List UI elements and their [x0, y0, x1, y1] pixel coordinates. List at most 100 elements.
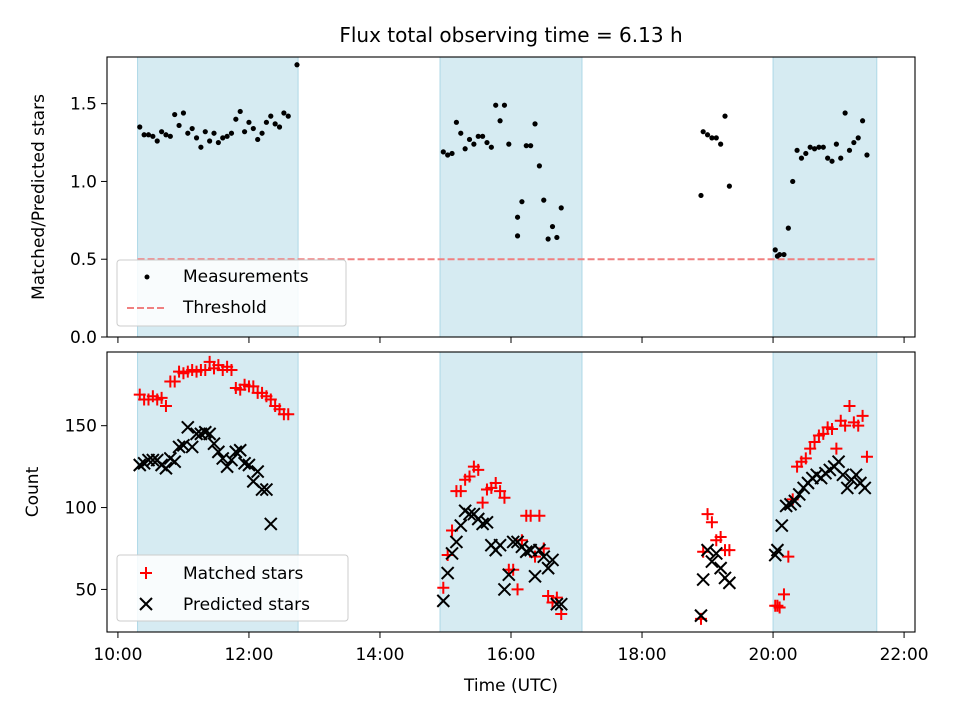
predicted-star-point: [519, 545, 533, 559]
predicted-star-point: [264, 517, 278, 531]
y-tick-label: 1.0: [70, 172, 97, 192]
measurement-point: [698, 192, 704, 199]
measurement-point: [501, 102, 508, 108]
predicted-star-point: [480, 515, 494, 529]
measurement-point: [458, 130, 464, 136]
measurement-point: [859, 118, 866, 124]
predicted-star-point: [541, 561, 555, 575]
x-tick-label: 20:00: [749, 645, 798, 665]
x-tick-label: 22:00: [880, 645, 929, 665]
predicted-star-point: [836, 468, 850, 482]
top-panel: 0.0 0.5 1.0 1.5 Matched/Predicted stars Mea…: [29, 56, 916, 348]
measurement-points: [137, 62, 870, 259]
predicted-star-point: [694, 608, 708, 623]
measurement-point: [506, 141, 512, 147]
predicted-star-point: [181, 420, 195, 435]
matched-star-point: [817, 427, 830, 440]
legend-threshold-label: Threshold: [182, 298, 267, 318]
top-legend: Measurements Threshold: [116, 259, 347, 327]
x-tick-label: 10:00: [93, 645, 142, 665]
measurement-point: [838, 155, 844, 161]
measurement-point: [453, 119, 460, 125]
legend-predicted-marker: [139, 597, 153, 611]
matched-star-point: [203, 355, 216, 368]
matched-star-point: [437, 581, 450, 594]
predicted-star-point: [545, 553, 560, 567]
predicted-star-point: [497, 582, 512, 597]
measurement-point: [816, 144, 822, 150]
bottom-y-axis-label: Count: [23, 466, 43, 517]
legend-predicted-label: Predicted stars: [183, 595, 310, 615]
measurement-point: [842, 110, 848, 116]
predicted-star-point: [462, 507, 477, 521]
measurement-point: [137, 124, 143, 130]
measurement-point: [803, 150, 809, 157]
measurement-point: [718, 141, 724, 147]
predicted-star-point: [440, 566, 455, 580]
measurement-point: [726, 183, 732, 189]
measurement-point: [536, 163, 542, 169]
predicted-star-point: [722, 576, 737, 590]
predicted-star-point: [709, 546, 723, 561]
measurement-point: [864, 152, 870, 158]
predicted-star-point: [713, 561, 728, 575]
matched-star-point: [489, 476, 502, 489]
predicted-star-point: [250, 464, 265, 479]
matched-star-point: [463, 470, 476, 483]
matched-star-point: [264, 393, 277, 406]
predicted-star-point: [185, 440, 199, 454]
matched-star-point: [282, 408, 295, 421]
top-x-ticks: [117, 337, 905, 343]
measurement-point: [528, 143, 534, 149]
measurement-point: [851, 139, 857, 146]
matched-star-point: [550, 591, 563, 604]
measurement-point: [722, 113, 728, 119]
top-y-axis: 0.0 0.5 1.0 1.5: [70, 95, 107, 348]
predicted-star-point: [159, 461, 173, 475]
matched-star-point: [454, 485, 467, 498]
measurement-point: [246, 119, 252, 125]
predicted-star-point: [770, 543, 785, 557]
matched-star-point: [511, 583, 524, 596]
measurement-point: [709, 135, 715, 141]
measurement-point: [285, 113, 291, 119]
chart-title: Flux total observing time = 6.13 h: [339, 23, 682, 47]
measurement-point: [497, 118, 503, 124]
measurement-point: [241, 129, 248, 135]
measurement-point: [554, 234, 560, 241]
measurement-point: [233, 116, 239, 122]
y-tick-label: 1.5: [70, 95, 97, 115]
matched-star-point: [701, 508, 714, 521]
matched-star-point: [155, 391, 168, 404]
predicted-star-point: [229, 445, 243, 459]
measurement-point: [820, 144, 826, 150]
matched-star-point: [830, 442, 843, 455]
x-tick-label: 12:00: [224, 645, 273, 665]
predicted-star-point: [207, 436, 221, 451]
measurement-point: [549, 223, 556, 230]
measurement-point: [700, 129, 706, 135]
measurement-point: [193, 135, 200, 141]
measurement-point: [202, 129, 208, 135]
shaded-span: [772, 56, 878, 338]
predicted-star-point: [779, 499, 793, 513]
measurement-point: [268, 113, 274, 119]
predicted-star-point: [133, 458, 147, 472]
measurement-point: [532, 121, 538, 127]
x-tick-label: 16:00: [487, 645, 536, 665]
measurement-point: [462, 146, 468, 152]
measurement-point: [523, 143, 529, 149]
matched-star-point: [777, 588, 790, 601]
x-tick-label: 18:00: [618, 645, 667, 665]
measurement-point: [466, 136, 473, 143]
predicted-star-point: [172, 440, 186, 454]
measurement-point: [141, 132, 147, 138]
predicted-star-point: [788, 494, 802, 508]
measurement-point: [825, 155, 831, 161]
measurement-point: [180, 110, 187, 116]
measurement-point: [811, 146, 818, 152]
measurement-point: [272, 121, 278, 127]
measurement-point: [211, 130, 217, 136]
y-tick-label: 0.0: [70, 328, 97, 348]
legend-measurements-label: Measurements: [183, 267, 309, 287]
